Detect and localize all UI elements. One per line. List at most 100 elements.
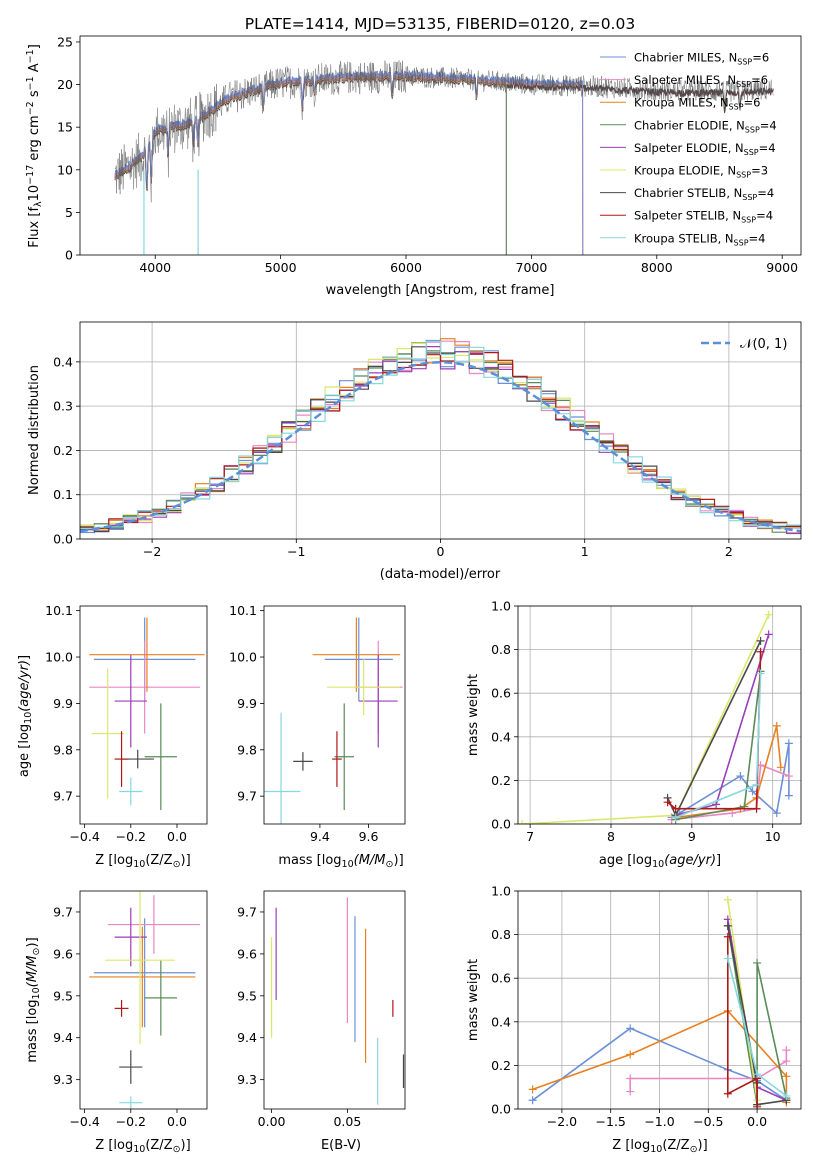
- x-axis-label-rest: (age/yr): [664, 853, 716, 868]
- y-tick-label: 0.2: [491, 1058, 511, 1073]
- y-tick-label: 15: [57, 120, 73, 135]
- y-tick-label: 0.1: [53, 487, 73, 502]
- y-axis-label-exponent: −2: [25, 101, 36, 115]
- x-axis-label-subscript: ⊙: [690, 1144, 698, 1155]
- model-line: [114, 68, 584, 255]
- weight-marker: [784, 772, 793, 781]
- y-axis-label-part: s: [27, 90, 42, 101]
- plot-area-mass-vs-EBV: [270, 897, 405, 1105]
- x-tick-label: 8000: [641, 260, 673, 275]
- y-axis-label-part: erg cm: [27, 115, 42, 164]
- y-tick-label: 9.8: [53, 742, 73, 757]
- y-tick-label: 10: [57, 162, 73, 177]
- y-axis-label: Normed distribution: [27, 365, 42, 495]
- y-axis-label: Flux [fλ10−17 erg cm−2 s−1 A−1]: [25, 44, 44, 248]
- y-axis-label-subscript: 10: [31, 987, 42, 999]
- legend-label: Chabrier STELIB, NSSP=4: [634, 186, 774, 202]
- legend-label: Chabrier MILES, NSSP=6: [634, 51, 769, 67]
- x-axis-label: Z [log10(Z/Z⊙)]: [95, 1138, 190, 1155]
- x-tick-label: −0.4: [69, 829, 99, 844]
- weight-marker: [782, 1046, 791, 1055]
- y-tick-label: 25: [57, 34, 73, 49]
- weight-marker: [772, 809, 781, 818]
- x-tick-label: 8: [607, 829, 615, 844]
- weight-marker: [756, 669, 765, 678]
- legend-label: Chabrier ELODIE, NSSP=4: [634, 118, 777, 134]
- x-tick-label: −2: [143, 544, 161, 559]
- x-axis-label-rest: )]: [181, 853, 191, 868]
- x-axis-label-subscript: 10: [342, 859, 354, 870]
- y-axis-label: mass [log10(M/M⊙)]: [25, 937, 42, 1062]
- y-tick-label: 10.0: [229, 650, 257, 665]
- panel-residuals: −2 −1 0 1 2 0.0 0.1 0.2 0.3 0.4 (data-model)/error…: [27, 321, 802, 582]
- weight-marker: [752, 780, 761, 789]
- y-tick-label: 0.3: [53, 399, 73, 414]
- panel-age-vs-Z: −0.4 −0.2 0.0 9.7 9.8 9.9 10.0 10.1 Z [log10(Z/Z…: [17, 603, 208, 870]
- legend-subscript: SSP: [745, 125, 760, 134]
- legend-label-rest: =3: [751, 164, 768, 178]
- x-tick-label: 0.0: [747, 1114, 767, 1129]
- x-tick-label: 1: [581, 544, 589, 559]
- weight-marker: [723, 932, 732, 941]
- y-tick-label: 9.8: [237, 742, 257, 757]
- legend-label-rest: =6: [751, 73, 768, 87]
- legend-subscript: SSP: [742, 193, 757, 202]
- x-tick-label: 7000: [516, 260, 548, 275]
- x-tick-label: −0.2: [116, 1114, 146, 1129]
- x-tick-label: 4000: [139, 260, 171, 275]
- x-axis-label-subscript: 10: [652, 859, 664, 870]
- legend-subscript: SSP: [737, 58, 752, 67]
- weight-marker: [723, 954, 732, 963]
- weight-marker: [518, 820, 527, 824]
- y-tick-label: 5: [65, 205, 73, 220]
- legend-subscript: SSP: [741, 216, 756, 225]
- weight-marker: [528, 1096, 537, 1105]
- weight-marker: [663, 798, 672, 807]
- axes-frame: [263, 605, 406, 825]
- y-axis-label-subscript: ⊙: [31, 948, 42, 956]
- legend-label-rest: =6: [744, 96, 761, 110]
- legend-label-rest: =4: [760, 118, 777, 132]
- weight-marker: [626, 1050, 635, 1059]
- model-line: [114, 71, 507, 255]
- model-line: [114, 72, 507, 255]
- x-tick-label: 9.4: [310, 829, 330, 844]
- x-tick-label: 10: [765, 829, 781, 844]
- y-tick-label: 20: [57, 77, 73, 92]
- x-tick-label: 0.05: [333, 1114, 361, 1129]
- x-axis-label-subscript: 10: [133, 859, 145, 870]
- plot-area-mass-weight-vs-Z: [528, 895, 791, 1109]
- histogram-step: [80, 352, 801, 529]
- plot-area-mass-weight-vs-age: [518, 610, 793, 824]
- legend-subscript: SSP: [736, 80, 751, 89]
- legend-label-rest: =4: [749, 231, 766, 245]
- weight-marker: [764, 630, 773, 639]
- model-line: [114, 69, 584, 255]
- y-axis-label-exponent: −17: [25, 165, 36, 185]
- y-tick-label: 9.7: [237, 904, 257, 919]
- weight-marker: [528, 1085, 537, 1094]
- x-axis-label-subscript: ⊙: [173, 859, 181, 870]
- legend-label: 𝒩(0, 1): [740, 337, 787, 352]
- plot-area-age-vs-Z: [89, 617, 205, 811]
- y-axis-label-part: A: [27, 63, 42, 76]
- legend-label-rest: =6: [752, 51, 769, 65]
- y-axis-label-exponent: −1: [25, 76, 36, 90]
- y-tick-label: 9.9: [53, 696, 73, 711]
- weight-marker: [782, 1057, 791, 1066]
- weight-marker: [784, 739, 793, 748]
- panel-mass-vs-Z: −0.4 −0.2 0.0 9.3 9.4 9.5 9.6 9.7 Z [log10(Z/Z⊙)…: [25, 890, 208, 1155]
- weight-marker: [626, 1024, 635, 1033]
- y-tick-label: 9.7: [53, 789, 73, 804]
- x-tick-label: −1: [287, 544, 305, 559]
- x-tick-label: 0.0: [167, 1114, 187, 1129]
- legend-label: Salpeter MILES, NSSP=6: [634, 73, 768, 89]
- x-axis-label-rest: (Z/Z: [662, 1138, 689, 1153]
- weight-marker: [764, 610, 773, 619]
- plot-area-mass-vs-Z: [89, 891, 201, 1109]
- panel-mass-vs-EBV: 0.00 0.05 9.3 9.4 9.5 9.6 9.7 E(B-V): [237, 890, 406, 1153]
- plot-area-spectrum: [114, 59, 774, 255]
- y-axis-label-rest: (M/M: [25, 955, 40, 987]
- weight-marker: [671, 804, 680, 813]
- y-tick-label: 9.4: [53, 1030, 73, 1045]
